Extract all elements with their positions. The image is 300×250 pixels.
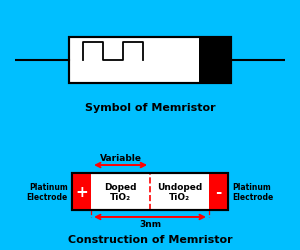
Text: Platinum
Electrode: Platinum Electrode — [26, 182, 68, 201]
Bar — [69, 38, 231, 84]
Bar — [199, 38, 231, 84]
Text: Undoped
TiO₂: Undoped TiO₂ — [157, 182, 202, 201]
Text: +: + — [75, 184, 88, 199]
Text: 3nm: 3nm — [139, 219, 161, 228]
Bar — [69, 38, 231, 84]
Text: Construction of Memristor: Construction of Memristor — [68, 234, 232, 243]
Bar — [209, 173, 228, 210]
Text: Variable: Variable — [100, 153, 142, 162]
Bar — [72, 173, 91, 210]
Text: Doped
TiO₂: Doped TiO₂ — [104, 182, 137, 201]
Text: -: - — [215, 184, 222, 199]
Text: Symbol of Memristor: Symbol of Memristor — [85, 102, 215, 112]
Bar — [72, 173, 228, 210]
Bar — [72, 173, 228, 210]
Text: Platinum
Electrode: Platinum Electrode — [232, 182, 274, 201]
